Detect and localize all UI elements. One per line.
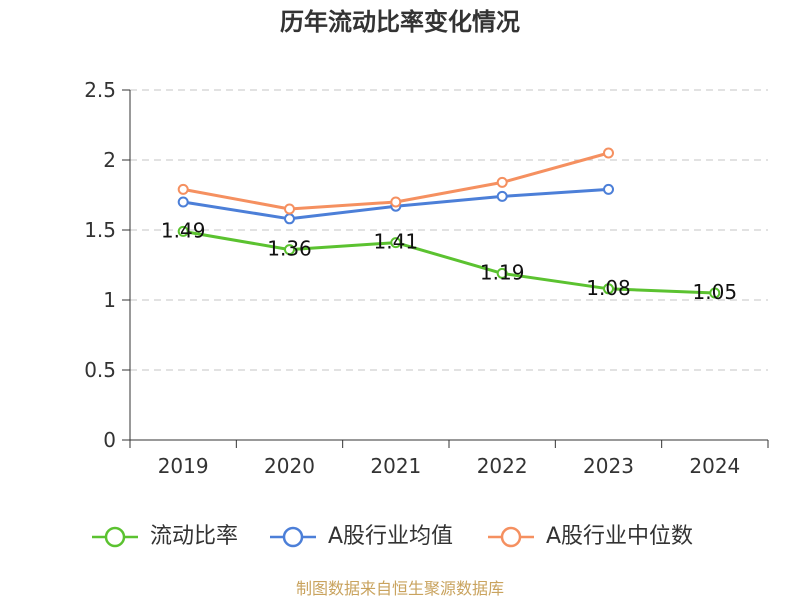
y-tick-label: 1.5 <box>84 218 116 242</box>
series-layer <box>177 147 721 299</box>
data-label-current-ratio: 1.41 <box>374 230 419 254</box>
y-tick-label: 2 <box>103 148 116 172</box>
data-label-current-ratio: 1.08 <box>586 276 631 300</box>
legend-label-current-ratio: 流动比率 <box>150 524 239 549</box>
data-point-current-ratio <box>177 225 189 237</box>
data-label-current-ratio: 1.05 <box>693 280 738 304</box>
legend-line-circle-icon <box>92 526 138 548</box>
grid-layer <box>130 89 768 371</box>
data-point-current-ratio <box>284 244 295 256</box>
source-note: 制图数据来自恒生聚源数据库 <box>295 579 504 598</box>
legend-label-industry-mean: A股行业均值 <box>328 524 454 549</box>
x-tick-label: 2021 <box>370 454 421 478</box>
data-label-current-ratio: 1.36 <box>267 237 312 261</box>
y-tick-label: 2.5 <box>84 78 116 102</box>
legend: 流动比率 A股行业均值 A股行业中位数 <box>0 521 800 553</box>
legend-item-industry-mean[interactable]: A股行业均值 <box>270 521 453 553</box>
legend-icon-circle <box>282 526 304 548</box>
data-point-industry-median <box>603 147 614 159</box>
chart-title: 历年流动比率变化情况 <box>280 8 520 36</box>
y-tick-label: 1 <box>103 288 116 312</box>
data-point-current-ratio <box>390 237 402 249</box>
data-point-current-ratio <box>603 283 614 295</box>
data-point-current-ratio <box>496 267 508 279</box>
data-point-industry-median <box>496 176 508 188</box>
legend-item-current-ratio[interactable]: 流动比率 <box>92 521 238 553</box>
data-point-industry-median <box>177 183 189 195</box>
x-tick-label: 2022 <box>477 454 528 478</box>
data-point-industry-mean <box>496 190 508 202</box>
y-tick-label: 0 <box>103 428 116 452</box>
data-point-industry-mean <box>603 183 614 195</box>
data-point-industry-median <box>390 196 402 208</box>
legend-icon-circle <box>104 526 126 548</box>
data-point-industry-mean <box>284 213 295 225</box>
series-line-current-ratio <box>181 229 717 295</box>
legend-line-circle-icon <box>488 526 534 548</box>
y-tick-label: 0.5 <box>84 358 116 382</box>
legend-icon-circle <box>500 526 522 548</box>
data-label-current-ratio: 1.19 <box>480 260 525 284</box>
x-tick-label: 2020 <box>264 454 315 478</box>
data-label-current-ratio: 1.49 <box>161 218 206 242</box>
data-point-industry-median <box>284 203 295 215</box>
legend-label-industry-median: A股行业中位数 <box>546 524 694 549</box>
x-tick-label: 2023 <box>583 454 634 478</box>
legend-item-industry-median[interactable]: A股行业中位数 <box>488 521 693 553</box>
legend-line-circle-icon <box>270 526 316 548</box>
data-point-industry-mean <box>177 196 189 208</box>
axis-layer: 0 0.5 1 1.5 2 2.5 2019 2020 2021 2022 2023 2024 <box>84 78 769 478</box>
data-point-current-ratio <box>709 287 721 299</box>
x-tick-label: 2024 <box>689 454 740 478</box>
data-label-layer: 1.49 1.36 1.41 1.19 1.08 1.05 <box>161 218 737 304</box>
x-tick-label: 2019 <box>158 454 209 478</box>
